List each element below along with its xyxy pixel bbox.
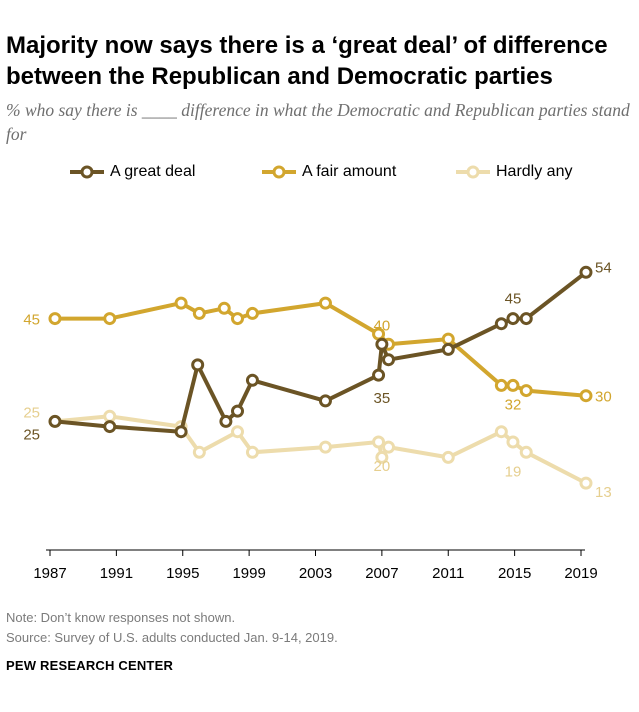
data-point-hardly xyxy=(103,409,117,423)
chart-subtitle: % who say there is ____ difference in wh… xyxy=(6,100,630,144)
data-point-great xyxy=(48,414,62,428)
data-point-great xyxy=(494,317,508,331)
data-point-fair xyxy=(318,296,332,310)
data-label-fair: 32 xyxy=(505,396,522,413)
data-point-great xyxy=(245,373,259,387)
data-label-fair: 45 xyxy=(23,312,40,329)
legend-swatch-hardly-any xyxy=(456,165,490,179)
legend-label-hardly-any: Hardly any xyxy=(496,163,573,180)
data-point-hardly xyxy=(245,445,259,459)
data-point-fair xyxy=(231,312,245,326)
data-label-great: 35 xyxy=(374,390,391,407)
data-point-great xyxy=(231,404,245,418)
data-point-great xyxy=(382,353,396,367)
x-tick-label: 2007 xyxy=(365,565,398,582)
data-point-great xyxy=(519,312,533,326)
x-tick-label: 1991 xyxy=(100,565,133,582)
x-tick-label: 2003 xyxy=(299,565,332,582)
data-point-fair xyxy=(103,312,117,326)
x-tick-label: 1999 xyxy=(232,565,265,582)
data-point-hardly xyxy=(192,445,206,459)
line-chart: 1987 1991 1995 1999 2003 2007 2011 2015 2019 25 20… xyxy=(0,190,639,590)
data-label-great: 25 xyxy=(23,426,40,443)
chart-title: Majority now says there is a ‘great deal… xyxy=(6,32,608,90)
data-point-great xyxy=(372,368,386,382)
data-point-hardly xyxy=(382,440,396,454)
data-label-hardly: 25 xyxy=(23,404,40,421)
data-label-great: 45 xyxy=(505,291,522,308)
data-point-hardly xyxy=(231,425,245,439)
data-point-great xyxy=(506,312,520,326)
chart-source: Source: Survey of U.S. adults conducted … xyxy=(6,630,338,645)
data-point-fair xyxy=(519,384,533,398)
data-point-fair xyxy=(48,312,62,326)
data-point-hardly xyxy=(318,440,332,454)
legend-label-great-deal: A great deal xyxy=(110,163,196,180)
x-tick-label: 2011 xyxy=(432,565,464,582)
data-label-hardly: 13 xyxy=(595,484,612,501)
data-point-great xyxy=(103,420,117,434)
x-tick-label: 1995 xyxy=(166,565,199,582)
data-label-hardly: 20 xyxy=(374,458,391,475)
x-tick-label: 2019 xyxy=(564,565,597,582)
data-point-hardly xyxy=(579,476,593,490)
data-point-fair xyxy=(494,378,508,392)
chart-canvas: 1987 1991 1995 1999 2003 2007 2011 2015 20192520… xyxy=(23,259,612,582)
legend-item-hardly-any: Hardly any xyxy=(452,158,572,186)
data-point-great xyxy=(174,425,188,439)
x-tick-label: 2015 xyxy=(498,565,531,582)
data-point-great xyxy=(375,337,389,351)
legend-item-great-deal: A great deal xyxy=(66,158,195,186)
data-point-hardly xyxy=(506,435,520,449)
data-point-hardly xyxy=(441,450,455,464)
legend: A great deal A fair amount Hardly any xyxy=(0,158,639,186)
data-point-hardly xyxy=(519,445,533,459)
data-point-great xyxy=(318,394,332,408)
legend-swatch-fair-amount xyxy=(262,165,296,179)
data-point-hardly xyxy=(375,450,389,464)
data-point-hardly xyxy=(494,425,508,439)
data-point-fair xyxy=(441,332,455,346)
legend-swatch-great-deal xyxy=(70,165,104,179)
data-point-fair xyxy=(579,389,593,403)
organization-credit: PEW RESEARCH CENTER xyxy=(6,658,174,673)
data-label-great: 54 xyxy=(595,259,612,276)
data-point-fair xyxy=(217,301,231,315)
data-point-fair xyxy=(174,296,188,310)
data-point-hardly xyxy=(372,435,386,449)
data-label-fair: 30 xyxy=(595,389,612,406)
data-point-great xyxy=(579,265,593,279)
x-tick-label: 1987 xyxy=(33,565,66,582)
chart-note: Note: Don’t know responses not shown. xyxy=(6,610,236,625)
legend-item-fair-amount: A fair amount xyxy=(258,158,396,186)
data-point-fair xyxy=(192,306,206,320)
data-point-fair xyxy=(506,378,520,392)
data-point-great xyxy=(191,358,205,372)
data-label-hardly: 19 xyxy=(505,463,522,480)
data-point-fair xyxy=(245,306,259,320)
data-point-great xyxy=(219,414,233,428)
legend-label-fair-amount: A fair amount xyxy=(302,163,397,180)
data-label-fair: 40 xyxy=(374,317,391,334)
data-point-great xyxy=(441,342,455,356)
